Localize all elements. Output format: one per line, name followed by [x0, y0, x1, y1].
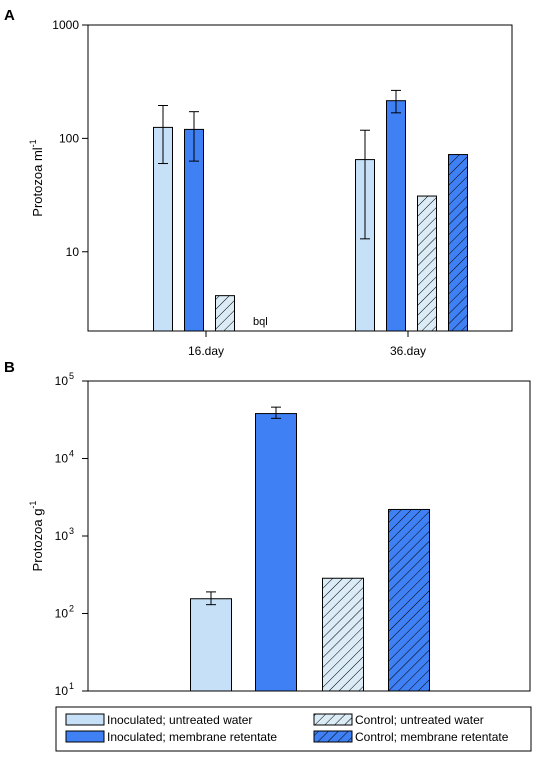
y-tick-label-a: 1000: [52, 18, 79, 32]
y-tick-label-a: 100: [59, 131, 79, 145]
y-tick-label-b: 10: [55, 684, 69, 698]
y-tick-label-b: 10: [55, 452, 69, 466]
legend-swatch-inoculated_retentate: [65, 730, 105, 743]
legend-frame: [55, 706, 532, 752]
y-axis-title-b-sup: -1: [28, 501, 38, 509]
y-tick-label-b-exp: 3: [69, 526, 74, 536]
bar-b-inoculated_retentate: [255, 413, 297, 692]
bar-a-control_untreated-1: [417, 195, 437, 332]
y-tick-label-b: 10: [55, 607, 69, 621]
y-tick-label-a: 10: [66, 245, 80, 259]
bar-a-inoculated_retentate-1: [386, 100, 406, 332]
legend-label-control_retentate: Control; membrane retentate: [355, 730, 509, 744]
legend-label-inoculated_retentate: Inoculated; membrane retentate: [107, 730, 277, 744]
y-tick-label-b: 10: [55, 529, 69, 543]
panel-letter-b: B: [4, 359, 15, 376]
y-axis-title-a-main: Protozoa ml: [30, 147, 45, 216]
bar-a-control_untreated-0: [215, 295, 235, 332]
panel-a-chart: 10 100 1000 Protozoa ml-1 16.day 36.day bql: [28, 18, 513, 358]
bar-b-inoculated_untreated: [190, 598, 232, 692]
annotation-bql: bql: [253, 316, 268, 328]
bar-b-control_untreated: [322, 577, 364, 692]
legend-swatch-control_untreated: [313, 713, 353, 726]
plot-frame-a: [87, 24, 513, 332]
y-axis-title-a-sup: -1: [28, 139, 38, 147]
bar-a-control_retentate-1: [448, 154, 468, 332]
x-tick-label-a: 36.day: [390, 344, 426, 358]
panel-letter-a: A: [4, 7, 15, 24]
legend: Inoculated; untreated water Control; untr…: [55, 706, 532, 752]
x-tick-label-a: 16.day: [188, 344, 224, 358]
y-tick-label-b-exp: 4: [69, 449, 74, 459]
bar-b-control_retentate: [388, 508, 430, 692]
y-axis-title-a: Protozoa ml-1: [28, 139, 45, 216]
legend-swatch-inoculated_untreated: [65, 713, 105, 726]
y-axis-title-b-main: Protozoa g: [30, 509, 45, 572]
plot-frame-b: [87, 380, 531, 692]
y-tick-label-b: 10: [55, 374, 69, 388]
y-axis-title-b: Protozoa g-1: [28, 501, 45, 572]
y-tick-label-b-exp: 1: [69, 681, 74, 691]
y-tick-label-b-exp: 5: [69, 371, 74, 381]
legend-swatch-control_retentate: [313, 730, 353, 743]
legend-label-control_untreated: Control; untreated water: [355, 713, 484, 727]
legend-label-inoculated_untreated: Inoculated; untreated water: [107, 713, 252, 727]
y-tick-label-b-exp: 2: [69, 604, 74, 614]
